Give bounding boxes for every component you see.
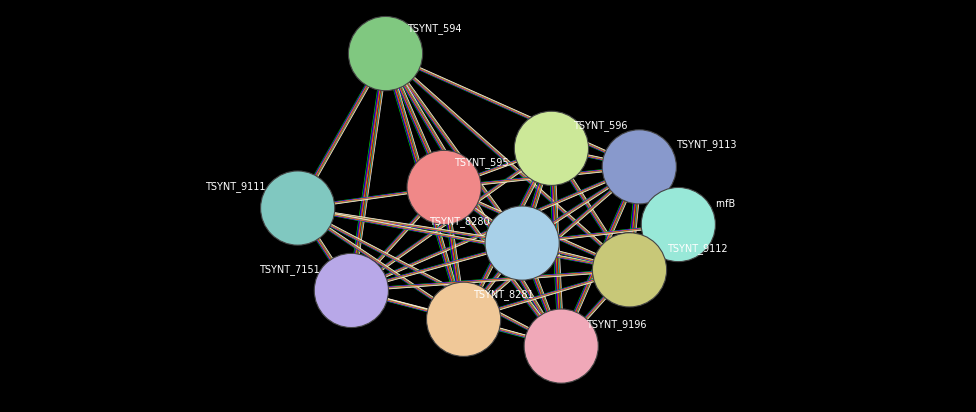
Ellipse shape — [602, 130, 676, 204]
Text: TSYNT_9113: TSYNT_9113 — [676, 140, 737, 150]
Ellipse shape — [514, 111, 589, 185]
Ellipse shape — [641, 187, 715, 262]
Text: TSYNT_9111: TSYNT_9111 — [205, 181, 265, 192]
Text: TSYNT_8280: TSYNT_8280 — [429, 216, 490, 227]
Ellipse shape — [261, 171, 335, 245]
Text: TSYNT_9112: TSYNT_9112 — [667, 243, 727, 254]
Text: TSYNT_594: TSYNT_594 — [407, 23, 462, 34]
Ellipse shape — [592, 233, 667, 307]
Text: TSYNT_595: TSYNT_595 — [454, 157, 508, 168]
Text: TSYNT_596: TSYNT_596 — [573, 120, 628, 131]
Ellipse shape — [314, 253, 388, 328]
Ellipse shape — [427, 282, 501, 356]
Text: TSYNT_7151: TSYNT_7151 — [259, 264, 319, 275]
Ellipse shape — [485, 206, 559, 280]
Ellipse shape — [524, 309, 598, 383]
Text: TSYNT_9196: TSYNT_9196 — [586, 320, 646, 330]
Ellipse shape — [407, 150, 481, 225]
Text: TSYNT_8281: TSYNT_8281 — [473, 289, 534, 300]
Ellipse shape — [348, 16, 423, 91]
Text: rnfB: rnfB — [715, 199, 736, 209]
